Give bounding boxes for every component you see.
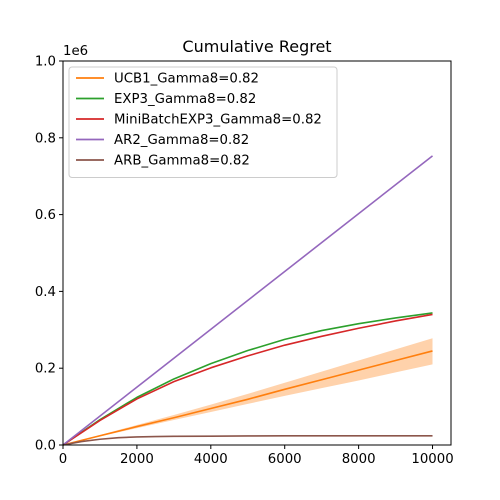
legend-label-1: EXP3_Gamma8=0.82 xyxy=(114,92,256,107)
legend-label-4: ARB_Gamma8=0.82 xyxy=(114,154,250,169)
chart-title: Cumulative Regret xyxy=(182,37,331,56)
legend: UCB1_Gamma8=0.82 EXP3_Gamma8=0.82 MiniBatc… xyxy=(68,66,338,178)
y-tick-label: 0.2 xyxy=(35,362,56,377)
series-line-0 xyxy=(62,350,433,446)
y-tick-label: 0.8 xyxy=(35,131,56,146)
legend-box xyxy=(68,66,338,178)
series-line-2 xyxy=(62,313,433,446)
series-lines xyxy=(62,155,434,446)
legend-label-3: AR2_Gamma8=0.82 xyxy=(114,133,249,148)
series-line-1 xyxy=(62,312,433,446)
y-axis-ticks: 0.0 0.2 0.4 0.6 0.8 1.0 xyxy=(35,55,63,454)
x-tick-label: 10000 xyxy=(411,452,453,467)
x-tick-label: 0 xyxy=(59,452,67,467)
x-tick-label: 6000 xyxy=(268,452,302,467)
y-offset-label: 1e6 xyxy=(63,44,88,59)
series-line-4 xyxy=(62,434,433,446)
y-tick-label: 0.0 xyxy=(35,439,56,454)
legend-label-0: UCB1_Gamma8=0.82 xyxy=(114,72,259,87)
x-tick-label: 2000 xyxy=(120,452,154,467)
x-tick-label: 8000 xyxy=(342,452,376,467)
y-tick-label: 0.6 xyxy=(35,208,56,223)
plot-frame xyxy=(62,60,452,446)
y-tick-label: 1.0 xyxy=(35,55,56,70)
x-tick-label: 4000 xyxy=(194,452,228,467)
x-axis-ticks: 0 2000 4000 6000 8000 10000 xyxy=(59,445,454,467)
y-tick-label: 0.4 xyxy=(35,285,56,300)
series-line-3 xyxy=(62,155,434,446)
legend-label-2: MiniBatchEXP3_Gamma8=0.82 xyxy=(114,113,322,128)
